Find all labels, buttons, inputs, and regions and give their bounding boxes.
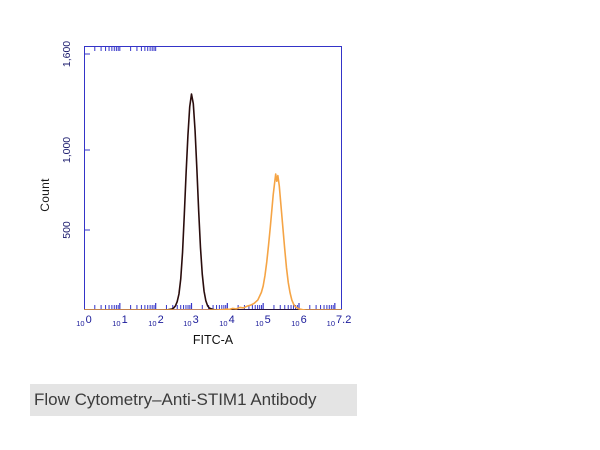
plot-svg: [84, 46, 342, 310]
x-tick-label-6: 106: [291, 314, 307, 328]
x-tick-label-2: 102: [148, 314, 164, 328]
x-tick-label-7-2: 107.2: [326, 314, 352, 328]
caption-text: Flow Cytometry–Anti-STIM1 Antibody: [34, 390, 317, 409]
x-tick-label-4: 104: [219, 314, 235, 328]
x-tick-label-1: 101: [112, 314, 128, 328]
x-tick-label-0: 100: [76, 314, 92, 328]
y-tick-label-1000: 1,000: [61, 136, 73, 164]
dark-peak-curve: [84, 93, 342, 310]
y-tick-label-1600: 1,600: [61, 40, 73, 68]
orange-peak-curve: [84, 173, 342, 310]
x-tick-label-5: 105: [255, 314, 271, 328]
y-axis-title: Count: [38, 178, 52, 212]
caption-bar: Flow Cytometry–Anti-STIM1 Antibody: [30, 384, 357, 416]
x-axis-title: FITC-A: [192, 333, 234, 347]
flow-histogram-chart: Count 500 1,000 1,600 100 101 102 103 10…: [30, 10, 390, 370]
y-tick-label-500: 500: [61, 221, 73, 239]
plot-border: [84, 46, 342, 310]
x-tick-label-3: 103: [183, 314, 199, 328]
